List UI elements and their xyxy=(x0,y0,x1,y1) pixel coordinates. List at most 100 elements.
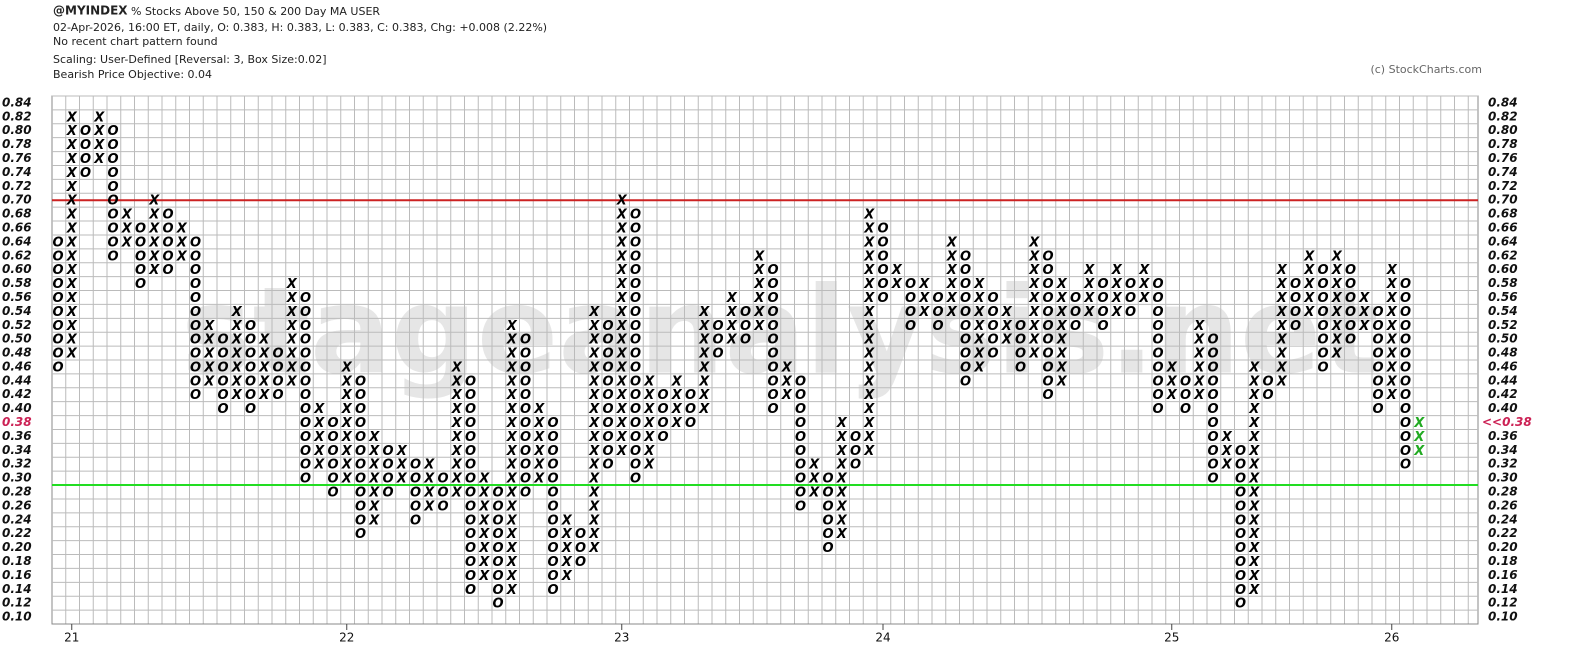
x-box: X xyxy=(1276,305,1288,320)
x-box: X xyxy=(1358,305,1370,320)
x-box: X xyxy=(66,166,78,181)
o-box: O xyxy=(767,319,778,334)
x-box: X xyxy=(66,138,78,153)
y-tick-label-left: 0.82 xyxy=(2,109,32,123)
x-box: X xyxy=(1056,291,1068,306)
o-box: O xyxy=(300,402,311,417)
x-box: X xyxy=(1276,277,1288,292)
o-box: O xyxy=(850,430,861,445)
o-box: O xyxy=(1317,347,1328,362)
o-box: O xyxy=(1317,333,1328,348)
o-box: O xyxy=(492,499,503,514)
x-box: X xyxy=(203,333,215,348)
o-box: O xyxy=(327,430,338,445)
x-box: X xyxy=(616,374,628,389)
o-box: O xyxy=(602,416,613,431)
o-box: O xyxy=(300,458,311,473)
x-box: X xyxy=(1303,249,1315,264)
x-box: X xyxy=(1166,360,1178,375)
x-box: X xyxy=(1193,388,1205,403)
y-tick-label-left: 0.18 xyxy=(2,554,32,568)
x-box: X xyxy=(66,333,78,348)
x-box: X xyxy=(368,513,380,528)
x-box: X xyxy=(698,402,710,417)
x-box: X xyxy=(863,347,875,362)
o-box: O xyxy=(987,347,998,362)
x-box: X xyxy=(506,416,518,431)
x-box: X xyxy=(1056,333,1068,348)
x-box: X xyxy=(836,527,848,542)
x-box: X xyxy=(1166,374,1178,389)
y-tick-label-left: 0.52 xyxy=(2,318,32,332)
x-box: X xyxy=(863,277,875,292)
o-box: O xyxy=(547,583,558,598)
x-tick-label: 25 xyxy=(1164,631,1179,645)
o-box: O xyxy=(767,305,778,320)
o-box: O xyxy=(1400,416,1411,431)
o-box: O xyxy=(300,416,311,431)
o-box: O xyxy=(52,360,63,375)
x-box: X xyxy=(698,347,710,362)
o-box: O xyxy=(520,472,531,487)
x-box: X xyxy=(836,472,848,487)
x-box: X xyxy=(313,416,325,431)
y-tick-label-right: 0.64 xyxy=(1488,234,1518,248)
x-box: X xyxy=(1028,333,1040,348)
o-box: O xyxy=(492,597,503,612)
o-box: O xyxy=(1152,277,1163,292)
o-box: O xyxy=(1152,374,1163,389)
x-box: X xyxy=(588,513,600,528)
o-box: O xyxy=(1042,360,1053,375)
x-box: X xyxy=(478,569,490,584)
x-box: X xyxy=(1248,555,1260,570)
x-box: X xyxy=(286,333,298,348)
o-box: O xyxy=(960,263,971,278)
o-box: O xyxy=(547,499,558,514)
x-box: X xyxy=(423,458,435,473)
y-tick-label-right: 0.28 xyxy=(1488,485,1518,499)
o-box: O xyxy=(1207,458,1218,473)
o-box: O xyxy=(877,222,888,237)
x-box: X xyxy=(698,360,710,375)
o-box: O xyxy=(960,277,971,292)
x-box: X xyxy=(1331,263,1343,278)
x-box: X xyxy=(973,305,985,320)
o-box: O xyxy=(960,291,971,306)
o-box: O xyxy=(767,388,778,403)
y-tick-label-left: 0.16 xyxy=(2,568,32,582)
o-box: O xyxy=(630,458,641,473)
o-box: O xyxy=(795,472,806,487)
copyright: (c) StockCharts.com xyxy=(1370,63,1482,76)
x-box: X xyxy=(506,360,518,375)
x-box: X xyxy=(946,235,958,250)
o-box: O xyxy=(1317,291,1328,306)
y-tick-label-left: 0.32 xyxy=(2,457,32,471)
x-box: X xyxy=(368,499,380,514)
o-box: O xyxy=(520,486,531,501)
o-box: O xyxy=(877,249,888,264)
o-box: O xyxy=(245,319,256,334)
o-box: O xyxy=(162,208,173,223)
o-box: O xyxy=(822,541,833,556)
x-box: X xyxy=(451,360,463,375)
o-box: O xyxy=(547,416,558,431)
x-box: X xyxy=(836,430,848,445)
pnf-column: OOO xyxy=(712,319,723,362)
x-box: X xyxy=(258,333,270,348)
y-tick-label-right: 0.80 xyxy=(1488,123,1518,137)
x-box: X xyxy=(1056,319,1068,334)
o-box: O xyxy=(1207,374,1218,389)
o-box: O xyxy=(1207,360,1218,375)
o-box: O xyxy=(465,472,476,487)
x-box: X xyxy=(588,402,600,417)
x-box: X xyxy=(1248,486,1260,501)
x-box: X xyxy=(231,333,243,348)
